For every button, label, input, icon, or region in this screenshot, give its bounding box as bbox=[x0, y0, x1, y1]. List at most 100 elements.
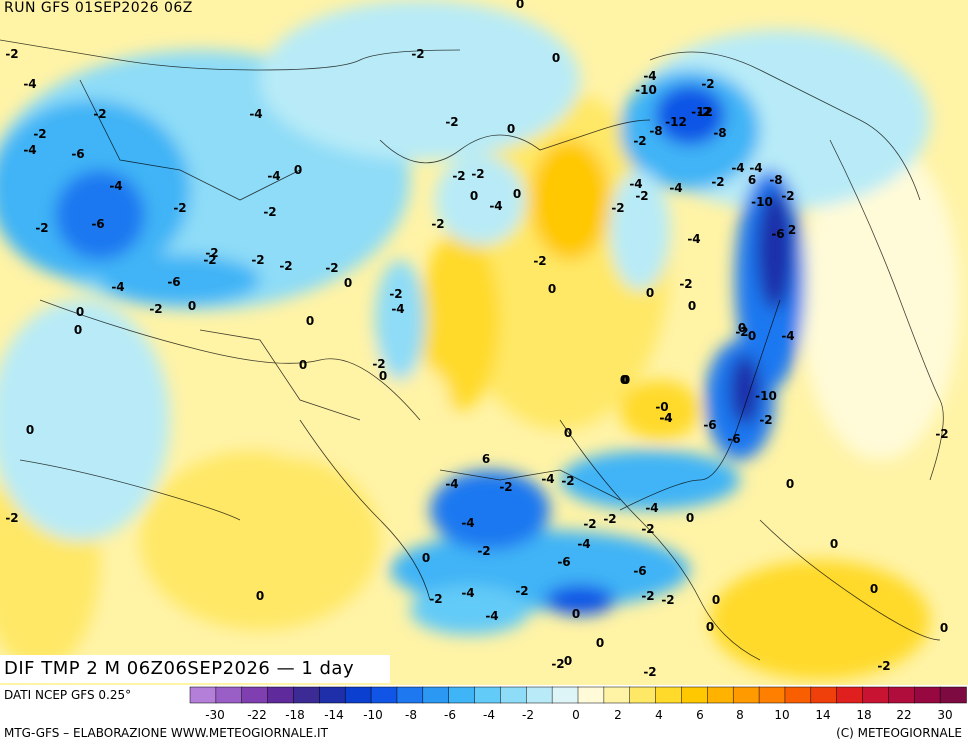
map-value-label: 0 bbox=[513, 187, 521, 201]
legend-swatch bbox=[422, 686, 450, 704]
warm-zone bbox=[420, 230, 500, 410]
legend-tick-label: 2 bbox=[614, 708, 622, 722]
coastlines bbox=[0, 39, 944, 661]
map-value-label: 0 bbox=[748, 329, 756, 343]
map-value-label: 0 bbox=[564, 654, 572, 668]
cool-zone bbox=[757, 190, 793, 310]
map-value-label: -2 bbox=[697, 105, 710, 119]
legend-tick-label: -4 bbox=[483, 708, 495, 722]
map-value-label: -8 bbox=[649, 124, 662, 138]
map-value-label: -4 bbox=[485, 609, 498, 623]
cool-zone bbox=[655, 85, 725, 145]
map-value-label: 0 bbox=[572, 607, 580, 621]
map-value-label: 0 bbox=[596, 636, 604, 650]
map-value-label: -2 bbox=[372, 357, 385, 371]
map-value-label: -4 bbox=[645, 501, 658, 515]
legend-swatch bbox=[241, 686, 269, 704]
map-value-label: 0 bbox=[686, 511, 694, 525]
map-value-label: -4 bbox=[541, 472, 554, 486]
legend-swatch bbox=[448, 686, 476, 704]
map-value-label: -4 bbox=[23, 143, 36, 157]
map-value-label: -2 bbox=[279, 259, 292, 273]
legend-tick-label: 0 bbox=[572, 708, 580, 722]
map-value-label: 0 bbox=[256, 589, 264, 603]
cool-zone bbox=[430, 470, 550, 550]
legend-tick-label: 10 bbox=[774, 708, 789, 722]
map-value-label: -2 bbox=[173, 201, 186, 215]
map-value-label: 0 bbox=[552, 51, 560, 65]
map-value-label: -4 bbox=[23, 77, 36, 91]
map-value-label: 2 bbox=[788, 223, 796, 237]
map-value-label: -2 bbox=[735, 325, 748, 339]
cool-zone bbox=[55, 170, 145, 260]
legend-swatch bbox=[500, 686, 528, 704]
legend-tick-label: -14 bbox=[324, 708, 344, 722]
legend-tick-label: 4 bbox=[655, 708, 663, 722]
legend-swatch bbox=[215, 686, 243, 704]
cool-zone bbox=[545, 585, 615, 615]
map-value-label: -2 bbox=[389, 287, 402, 301]
legend-swatch bbox=[629, 686, 657, 704]
map-value-label: 0 bbox=[299, 358, 307, 372]
map-value-label: 0 bbox=[422, 551, 430, 565]
map-value-label: -2 bbox=[641, 522, 654, 536]
map-value-label: -2 bbox=[661, 593, 674, 607]
map-value-label: 0 bbox=[76, 305, 84, 319]
map-value-label: -6 bbox=[557, 555, 570, 569]
data-source-label: DATI NCEP GFS 0.25° bbox=[4, 688, 132, 702]
map-value-label: 6 bbox=[748, 173, 756, 187]
map-value-label: -4 bbox=[669, 181, 682, 195]
map-value-label: 0 bbox=[507, 122, 515, 136]
map-value-label: -12 bbox=[691, 105, 713, 119]
legend-swatch bbox=[862, 686, 890, 704]
credit-right: (C) METEOGIORNALE bbox=[836, 726, 962, 740]
map-value-label: -6 bbox=[91, 217, 104, 231]
map-value-label: 0 bbox=[379, 369, 387, 383]
warm-zone bbox=[710, 560, 930, 680]
map-value-label: -2 bbox=[149, 302, 162, 316]
map-value-label: 0 bbox=[470, 189, 478, 203]
cool-zone bbox=[100, 255, 260, 305]
map-value-label: -4 bbox=[731, 161, 744, 175]
cool-zone bbox=[0, 300, 170, 540]
map-value-label: -6 bbox=[167, 275, 180, 289]
warm-zone bbox=[530, 140, 610, 260]
map-value-label: -2 bbox=[452, 169, 465, 183]
map-value-label: -10 bbox=[635, 83, 657, 97]
map-value-label: 0 bbox=[688, 299, 696, 313]
map-value-label: -2 bbox=[533, 254, 546, 268]
map-value-label: -2 bbox=[431, 217, 444, 231]
legend-swatch bbox=[577, 686, 605, 704]
map-value-label: -4 bbox=[445, 477, 458, 491]
map-value-label: -4 bbox=[643, 69, 656, 83]
legend-swatch bbox=[293, 686, 321, 704]
legend-tick-label: 6 bbox=[696, 708, 704, 722]
map-value-label: 0 bbox=[26, 423, 34, 437]
map-value-label: -8 bbox=[769, 173, 782, 187]
map-value-label: -4 bbox=[267, 169, 280, 183]
legend-swatch bbox=[655, 686, 683, 704]
map-value-label: -2 bbox=[35, 221, 48, 235]
map-value-label: 0 bbox=[294, 163, 302, 177]
legend-swatch bbox=[939, 686, 967, 704]
legend-tick-label: -8 bbox=[405, 708, 417, 722]
legend-tick-label: -22 bbox=[247, 708, 267, 722]
map-value-label: -4 bbox=[659, 411, 672, 425]
legend-swatch bbox=[603, 686, 631, 704]
legend-swatch bbox=[681, 686, 709, 704]
map-value-label: -2 bbox=[561, 474, 574, 488]
cool-zone bbox=[730, 355, 760, 425]
map-value-label: -2 bbox=[499, 480, 512, 494]
legend-swatch bbox=[810, 686, 838, 704]
map-value-label: -8 bbox=[713, 126, 726, 140]
warm-zone bbox=[620, 380, 700, 440]
map-value-label: -4 bbox=[659, 411, 672, 425]
map-value-label: -2 bbox=[759, 413, 772, 427]
map-value-label: -6 bbox=[71, 147, 84, 161]
legend-tick-label: 14 bbox=[815, 708, 830, 722]
map-value-label: -4 bbox=[489, 199, 502, 213]
map-value-label: 0 bbox=[646, 286, 654, 300]
map-value-label: -2 bbox=[445, 115, 458, 129]
legend-swatch bbox=[914, 686, 941, 704]
legend-swatch bbox=[267, 686, 295, 704]
